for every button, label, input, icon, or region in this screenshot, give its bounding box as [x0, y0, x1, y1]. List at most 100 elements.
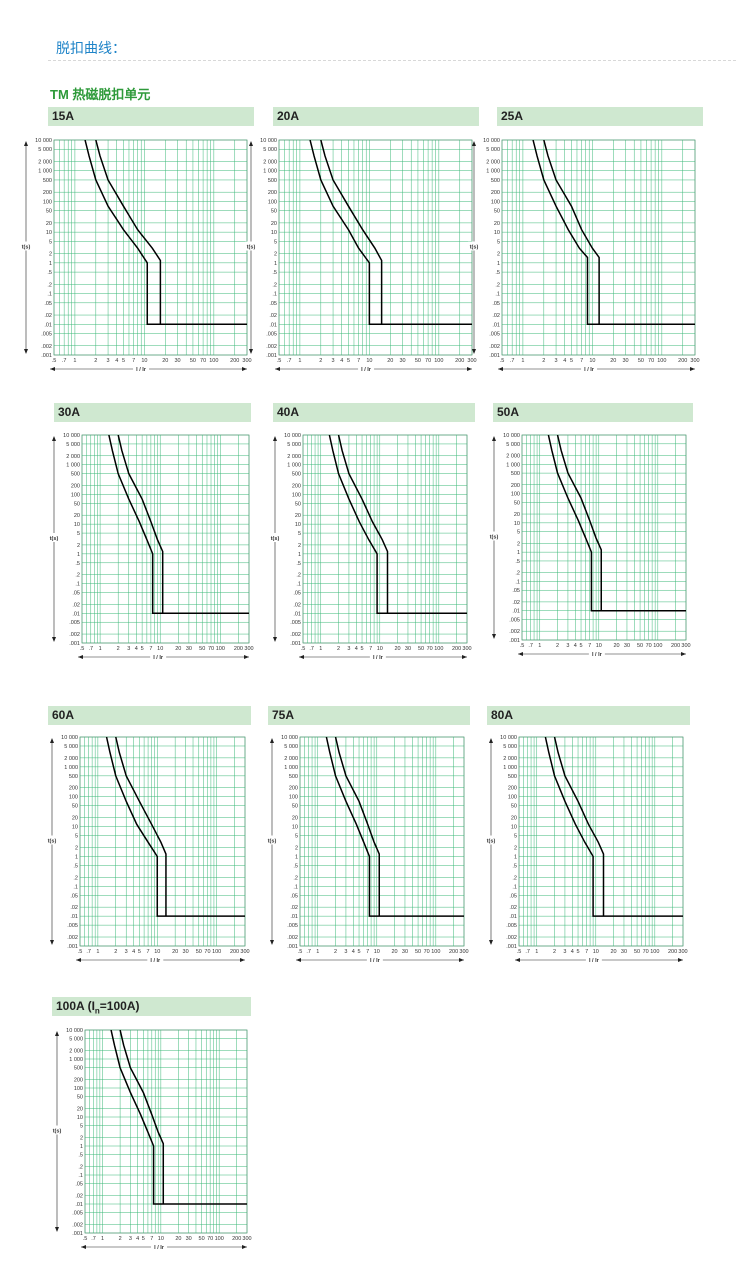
y-tick-label: .001 — [506, 944, 517, 950]
y-tick-label: .02 — [293, 602, 301, 608]
y-tick-label: 20 — [271, 221, 277, 227]
panel-header: 60A — [48, 706, 251, 725]
y-axis-arrowhead-bottom — [472, 349, 476, 354]
x-tick-label: 200 — [230, 358, 239, 364]
y-tick-label: .01 — [44, 322, 52, 328]
y-tick-label: .05 — [269, 301, 277, 307]
x-axis-arrowhead-left — [299, 655, 304, 659]
y-tick-label: .005 — [489, 332, 500, 338]
y-tick-label: .005 — [67, 923, 78, 929]
y-axis-label-bg — [48, 533, 60, 542]
y-tick-label: 1 — [49, 261, 52, 267]
x-tick-label: 30 — [621, 949, 627, 955]
x-tick-label: 50 — [199, 646, 205, 652]
x-axis-arrowhead-right — [244, 655, 249, 659]
panel-header: 40A — [273, 403, 475, 422]
y-tick-label: 500 — [289, 774, 298, 780]
y-tick-label: 5 — [497, 239, 500, 245]
y-tick-label: .1 — [293, 884, 298, 890]
x-tick-label: 5 — [358, 949, 361, 955]
y-axis-arrowhead-top — [52, 436, 56, 441]
y-tick-label: .001 — [72, 1231, 83, 1237]
x-axis-label: I / Ir — [592, 652, 603, 658]
section-title: TM 热磁脱扣单元 — [50, 87, 151, 102]
y-tick-label: 200 — [69, 786, 78, 792]
x-axis-arrowhead-right — [242, 1245, 247, 1249]
x-tick-label: .7 — [510, 358, 515, 364]
y-tick-label: 1 000 — [69, 1057, 83, 1063]
x-tick-label: .7 — [309, 646, 314, 652]
plot-frame — [278, 139, 473, 356]
y-axis-arrowhead-bottom — [273, 637, 277, 642]
trip-curve-upper — [334, 737, 380, 917]
x-axis-label-bg — [369, 653, 386, 661]
x-tick-label: 100 — [653, 643, 662, 649]
y-tick-label: 1 — [77, 552, 80, 558]
x-tick-label: 1 — [521, 358, 524, 364]
y-axis-label: t(s) — [271, 536, 280, 542]
x-tick-label: 300 — [244, 646, 253, 652]
x-tick-label: 5 — [347, 358, 350, 364]
y-tick-label: .001 — [266, 353, 277, 359]
y-tick-label: 5 — [295, 834, 298, 840]
trip-curve-lower — [84, 140, 247, 326]
x-tick-label: 200 — [230, 949, 239, 955]
x-tick-label: 7 — [150, 1236, 153, 1242]
y-tick-label: 500 — [511, 471, 520, 477]
y-tick-label: .5 — [47, 270, 52, 276]
y-axis-arrowhead-bottom — [24, 349, 28, 354]
y-tick-label: 2 000 — [287, 454, 301, 460]
x-tick-label: 3 — [566, 643, 569, 649]
trip-curve-upper — [543, 140, 600, 325]
x-tick-label: 100 — [209, 358, 218, 364]
y-tick-label: 20 — [494, 221, 500, 227]
x-tick-label: .5 — [52, 358, 57, 364]
y-tick-label: 100 — [292, 492, 301, 498]
x-tick-label: 300 — [242, 358, 251, 364]
y-axis-arrowhead-bottom — [249, 349, 253, 354]
x-axis-label: I / Ir — [584, 367, 595, 373]
y-tick-label: .2 — [515, 571, 520, 577]
panel-title: 60A — [52, 708, 75, 722]
y-axis-arrowhead-top — [249, 141, 253, 146]
y-tick-label: .005 — [506, 923, 517, 929]
x-tick-label: 10 — [377, 646, 383, 652]
y-tick-label: 200 — [289, 786, 298, 792]
x-axis-arrowhead-left — [50, 367, 55, 371]
x-tick-label: 2 — [319, 358, 322, 364]
y-tick-label: 5 000 — [506, 442, 520, 448]
x-tick-label: 20 — [395, 646, 401, 652]
x-tick-label: .7 — [88, 646, 93, 652]
y-tick-label: .05 — [509, 893, 517, 899]
plot-frame — [299, 736, 465, 947]
y-axis-arrowhead-top — [24, 141, 28, 146]
panel-header: 50A — [493, 403, 693, 422]
y-tick-label: 5 000 — [64, 744, 78, 750]
x-tick-label: 200 — [678, 358, 687, 364]
x-tick-label: .5 — [78, 949, 83, 955]
y-tick-label: .2 — [47, 282, 52, 288]
y-tick-label: .001 — [489, 353, 500, 359]
x-tick-label: 2 — [114, 949, 117, 955]
y-tick-label: .002 — [287, 935, 298, 941]
x-axis-arrowhead-left — [81, 1245, 86, 1249]
trip-curve-upper — [115, 737, 167, 917]
y-tick-label: .2 — [495, 282, 500, 288]
x-tick-label: 70 — [208, 646, 214, 652]
x-tick-label: 30 — [405, 646, 411, 652]
y-tick-label: 50 — [295, 501, 301, 507]
x-axis-arrowhead-left — [76, 958, 81, 962]
y-tick-label: 2 — [274, 252, 277, 258]
x-tick-label: 300 — [467, 358, 476, 364]
y-tick-label: .005 — [509, 618, 520, 624]
y-tick-label: 5 000 — [38, 147, 52, 153]
y-tick-label: 2 — [517, 541, 520, 547]
x-tick-label: 1 — [101, 1236, 104, 1242]
x-tick-label: 10 — [589, 358, 595, 364]
y-tick-label: 5 000 — [287, 442, 301, 448]
x-tick-label: 1 — [73, 358, 76, 364]
panel-title-tail: =100A) — [99, 999, 140, 1013]
x-axis-label-bg — [585, 956, 602, 964]
y-tick-label: 5 — [298, 531, 301, 537]
